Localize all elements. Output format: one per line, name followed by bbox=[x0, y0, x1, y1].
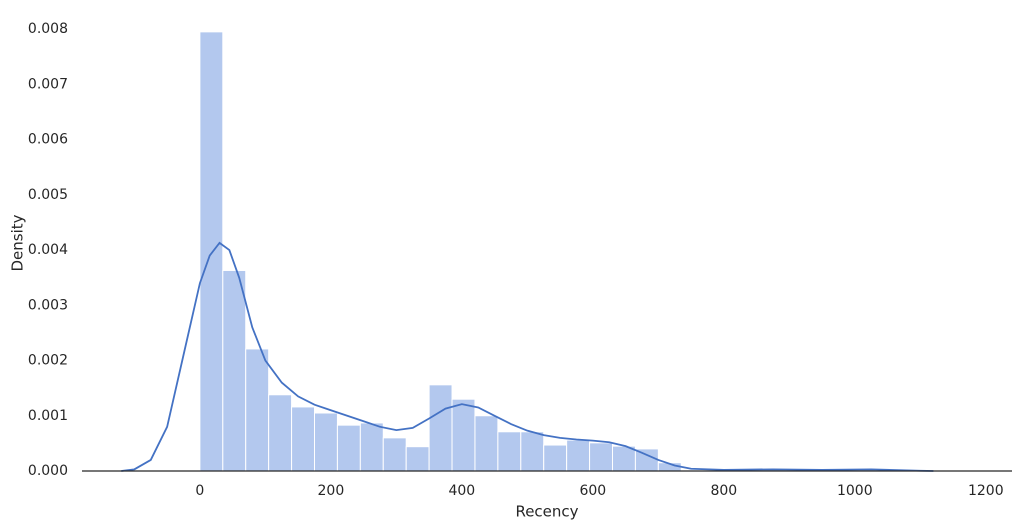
y-tick-label: 0.007 bbox=[28, 76, 68, 92]
bar bbox=[291, 406, 315, 472]
x-tick-label: 1000 bbox=[837, 483, 873, 499]
x-tick-label: 800 bbox=[710, 483, 737, 499]
bar bbox=[268, 394, 293, 472]
bar bbox=[359, 422, 384, 472]
bar bbox=[314, 412, 338, 472]
y-tick-label: 0.002 bbox=[28, 353, 68, 369]
bar bbox=[336, 424, 361, 472]
bar bbox=[520, 431, 545, 472]
bar bbox=[589, 442, 613, 472]
bar bbox=[222, 269, 247, 472]
bar bbox=[451, 398, 476, 472]
y-tick-label: 0.006 bbox=[28, 132, 68, 148]
bar bbox=[543, 444, 568, 472]
y-tick-label: 0.000 bbox=[28, 463, 68, 479]
x-tick-label: 600 bbox=[579, 483, 606, 499]
y-axis-label: Density bbox=[9, 214, 27, 271]
y-tick-label: 0.005 bbox=[28, 187, 68, 203]
bar bbox=[382, 437, 407, 472]
bar bbox=[405, 446, 430, 472]
x-tick-label: 0 bbox=[195, 483, 204, 499]
bar bbox=[474, 415, 499, 472]
kde-line bbox=[121, 241, 934, 472]
bar bbox=[611, 445, 636, 472]
y-tick-label: 0.001 bbox=[28, 408, 68, 424]
y-tick-label: 0.008 bbox=[28, 21, 68, 37]
bar bbox=[497, 431, 522, 472]
x-tick-label: 400 bbox=[448, 483, 475, 499]
x-tick-label: 1200 bbox=[968, 483, 1004, 499]
bar bbox=[428, 384, 453, 472]
x-tick-label: 200 bbox=[318, 483, 345, 499]
y-tick-label: 0.003 bbox=[28, 297, 68, 313]
y-tick-label: 0.004 bbox=[28, 242, 68, 258]
x-axis-label: Recency bbox=[515, 503, 578, 521]
bar bbox=[566, 439, 591, 472]
bar bbox=[199, 31, 224, 472]
bar bbox=[245, 348, 270, 472]
